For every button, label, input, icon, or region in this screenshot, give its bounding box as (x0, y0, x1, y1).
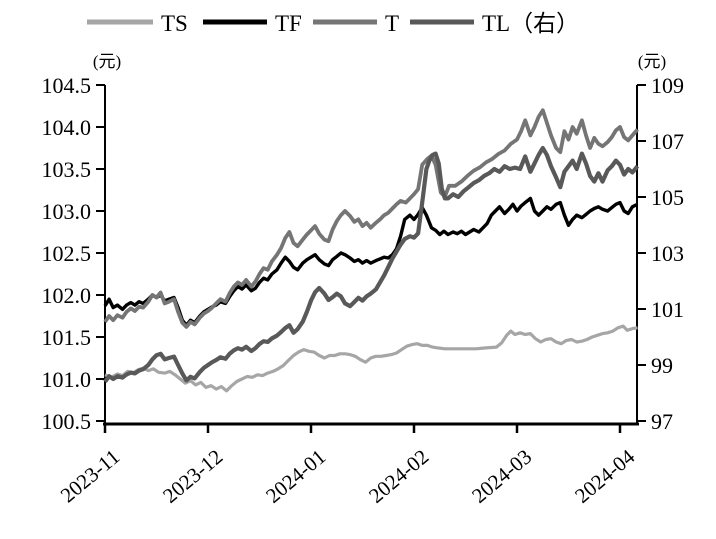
legend-label-ts: TS (161, 11, 188, 36)
right-axis-tick-label: 103 (651, 241, 684, 266)
left-axis-tick-label: 102.5 (42, 241, 92, 266)
legend-label-tl: TL（右） (482, 11, 579, 36)
left-axis-tick-label: 104.5 (42, 73, 92, 98)
left-axis-tick-label: 100.5 (42, 409, 92, 434)
left-axis-tick-label: 103.5 (42, 157, 92, 182)
right-axis-unit-label: (元) (638, 52, 666, 71)
left-axis-tick-label: 101.0 (42, 367, 92, 392)
series-line-tl (103, 145, 640, 384)
x-axis-tick-label: 2024-02 (364, 444, 433, 507)
x-axis-tick-label: 2023-12 (158, 444, 227, 507)
x-axis-tick-label: 2024-03 (467, 444, 536, 507)
x-axis-tick-label: 2024-04 (570, 444, 639, 508)
right-axis-tick-label: 109 (651, 73, 684, 98)
right-axis-tick-label: 105 (651, 185, 684, 210)
legend-label-tf: TF (275, 11, 302, 36)
left-axis-tick-label: 101.5 (42, 325, 92, 350)
x-axis-tick-label: 2023-11 (56, 444, 124, 507)
series-line-tf (103, 196, 639, 327)
right-axis-tick-label: 97 (651, 409, 673, 434)
x-axis-tick-label: 2024-01 (261, 444, 330, 507)
series-line-ts (104, 324, 638, 393)
left-axis-tick-label: 104.0 (42, 115, 92, 140)
right-axis-tick-label: 99 (651, 353, 673, 378)
right-axis-tick-label: 101 (651, 297, 684, 322)
right-axis-tick-label: 107 (651, 129, 684, 154)
left-axis-unit-label: (元) (93, 52, 121, 71)
left-axis-tick-label: 103.0 (42, 199, 92, 224)
plot-area: 104.5 104.0 103.5 103.0 102.5 102.0 101.5 101.0… (42, 73, 685, 508)
legend: TS TF T TL（右） (87, 11, 579, 36)
series-line-t (103, 108, 639, 329)
left-axis-tick-label: 102.0 (42, 283, 92, 308)
legend-label-t: T (385, 11, 399, 36)
